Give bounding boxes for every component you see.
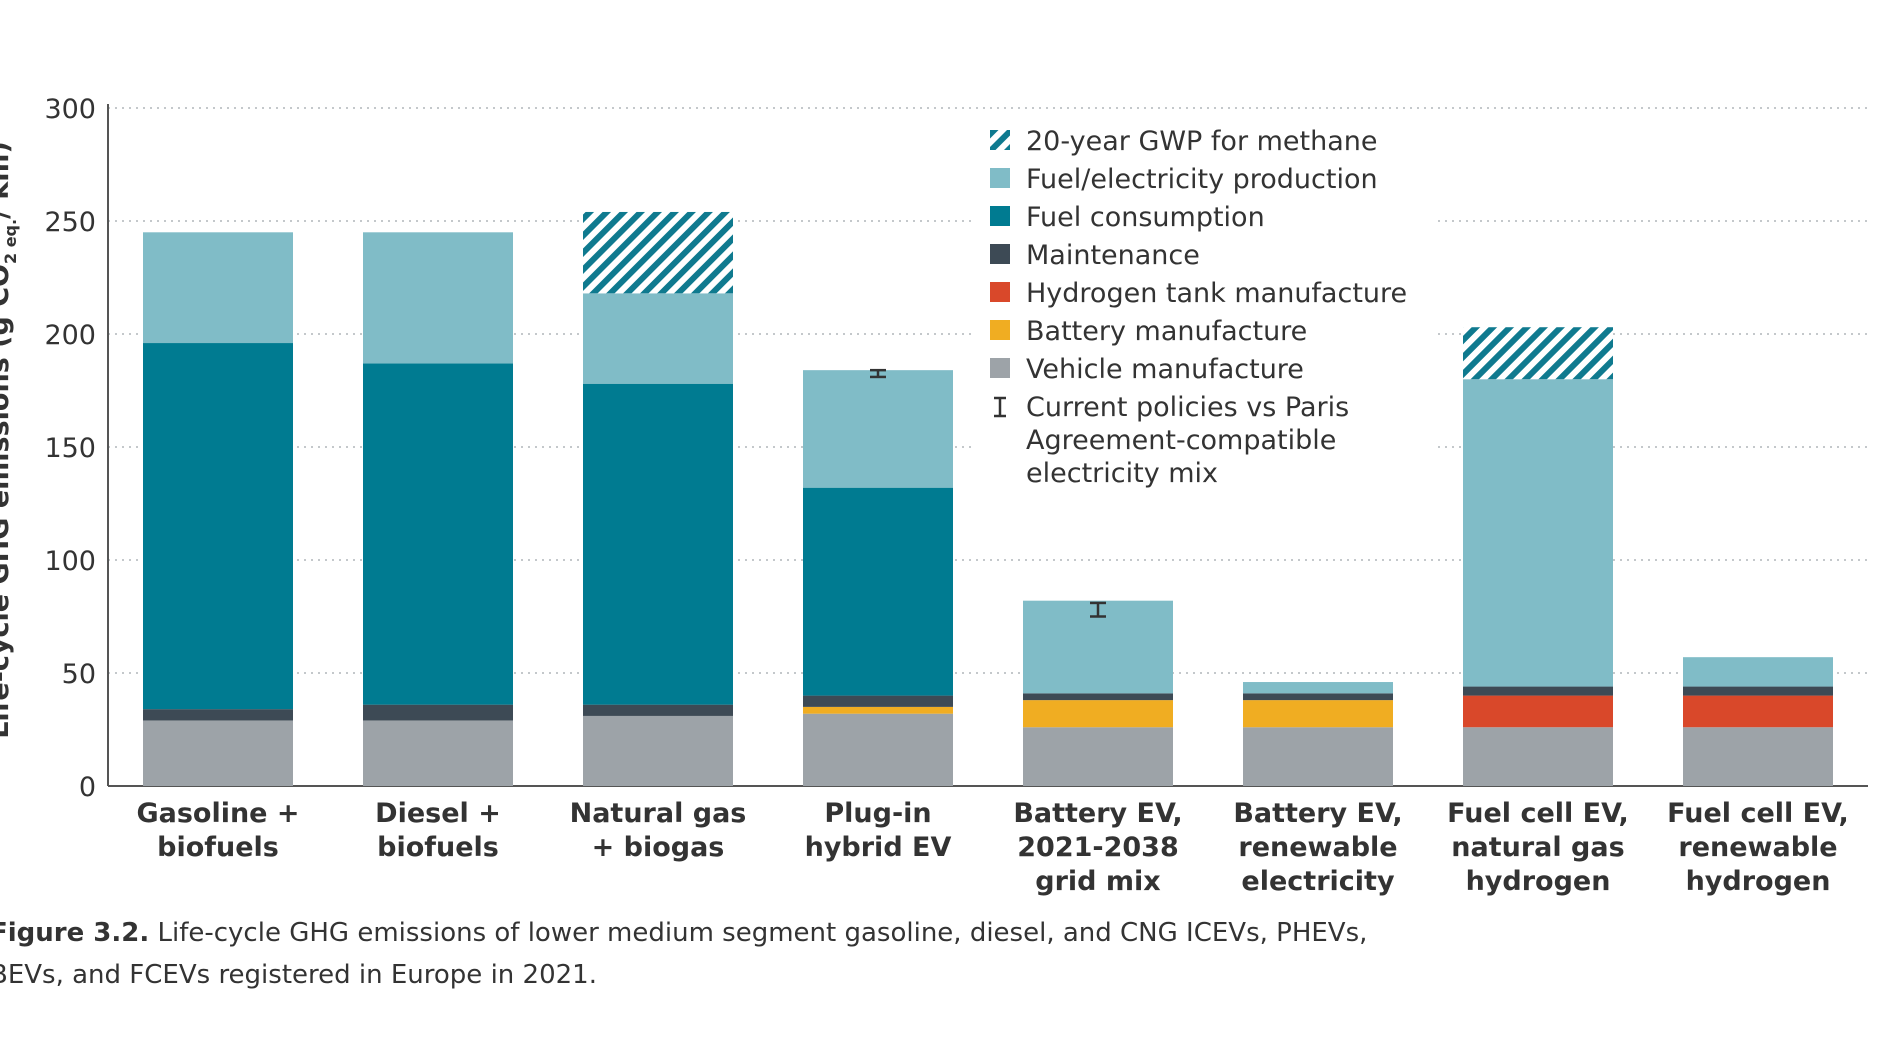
- bar-segment: [583, 383, 733, 705]
- bar-segment: [1243, 682, 1393, 694]
- legend: 20-year GWP for methane Fuel/electricity …: [976, 112, 1436, 502]
- bar-segment: [803, 713, 953, 786]
- x-category-label: Fuel cell EV, renewable hydrogen: [1667, 798, 1849, 897]
- legend-swatch: [990, 320, 1010, 340]
- bar-segment: [1243, 693, 1393, 701]
- bar-segment: [363, 363, 513, 705]
- y-tick-label: 300: [44, 94, 96, 125]
- category-labels: Gasoline + biofuels Diesel + biofuels Natura…: [136, 798, 1848, 897]
- bar-segment: [583, 293, 733, 384]
- y-tick-label: 200: [44, 320, 96, 351]
- legend-label: Battery manufacture: [1026, 316, 1307, 347]
- legend-label: Hydrogen tank manufacture: [1026, 278, 1407, 309]
- legend-swatch: [990, 130, 1010, 150]
- bar-segment: [583, 715, 733, 786]
- bar-segment: [1243, 700, 1393, 728]
- bar-segment: [803, 706, 953, 714]
- bar-segment: [363, 720, 513, 786]
- bar-segment: [1023, 727, 1173, 786]
- bar-segment: [803, 487, 953, 696]
- bar-segment: [803, 695, 953, 707]
- x-category-label: Plug-in hybrid EV: [805, 798, 952, 863]
- legend-label: Fuel consumption: [1026, 202, 1265, 233]
- bar-segment: [143, 232, 293, 344]
- x-category-label: Natural gas + biogas: [570, 798, 747, 863]
- bar-segment: [1023, 693, 1173, 701]
- legend-label: Maintenance: [1026, 240, 1200, 271]
- y-tick-label: 50: [62, 659, 96, 690]
- bar-segment: [1463, 727, 1613, 786]
- bars: [143, 211, 1833, 786]
- bar-segment: [1463, 695, 1613, 728]
- legend-label: Vehicle manufacture: [1026, 354, 1304, 385]
- x-category-label: Diesel + biofuels: [375, 798, 501, 863]
- legend-swatch: [990, 282, 1010, 302]
- figure-caption: Figure 3.2. Life-cycle GHG emissions of …: [0, 912, 1410, 996]
- bar-segment: [583, 211, 733, 294]
- bar-segment: [1463, 327, 1613, 380]
- legend-swatch: [990, 244, 1010, 264]
- caption-text: Life-cycle GHG emissions of lower medium…: [0, 918, 1368, 990]
- legend-label: 20-year GWP for methane: [1026, 126, 1378, 157]
- bar-segment: [143, 709, 293, 721]
- legend-label: Current policies vs Paris Agreement-compa…: [1026, 392, 1349, 489]
- bar-segment: [143, 343, 293, 710]
- legend-swatch: [990, 358, 1010, 378]
- y-tick-label: 150: [44, 433, 96, 464]
- stacked-bar-chart: 0 50 100 150 200 250 300 Gasoline + biofuels Die…: [0, 94, 1868, 897]
- y-tick-label: 100: [44, 546, 96, 577]
- x-category-label: Fuel cell EV, natural gas hydrogen: [1447, 798, 1629, 897]
- bar-segment: [1463, 686, 1613, 696]
- bar-segment: [1683, 657, 1833, 687]
- x-category-label: Battery EV, renewable electricity: [1233, 798, 1402, 897]
- error-bars: [870, 368, 1106, 618]
- bar-segment: [363, 704, 513, 721]
- bar-segment: [1463, 379, 1613, 687]
- y-tick-label: 250: [44, 207, 96, 238]
- legend-label: Fuel/electricity production: [1026, 164, 1378, 195]
- bar-segment: [1023, 700, 1173, 728]
- bar-segment: [1243, 727, 1393, 786]
- bar-segment: [363, 232, 513, 364]
- legend-background: [976, 112, 1436, 502]
- x-category-label: Gasoline + biofuels: [136, 798, 299, 863]
- y-axis-label: Life-cycle GHG emissions (g CO2 eq./ km): [0, 141, 20, 739]
- bar-segment: [1683, 695, 1833, 728]
- bar-segment: [583, 704, 733, 716]
- legend-swatch: [990, 206, 1010, 226]
- y-tick-label: 0: [79, 772, 96, 803]
- x-category-label: Battery EV, 2021-2038 grid mix: [1013, 798, 1182, 897]
- bar-segment: [1683, 686, 1833, 696]
- bar-segment: [1683, 727, 1833, 786]
- bar-segment: [143, 720, 293, 786]
- legend-swatch: [990, 168, 1010, 188]
- caption-label: Figure 3.2.: [0, 918, 150, 948]
- bar-segment: [803, 370, 953, 488]
